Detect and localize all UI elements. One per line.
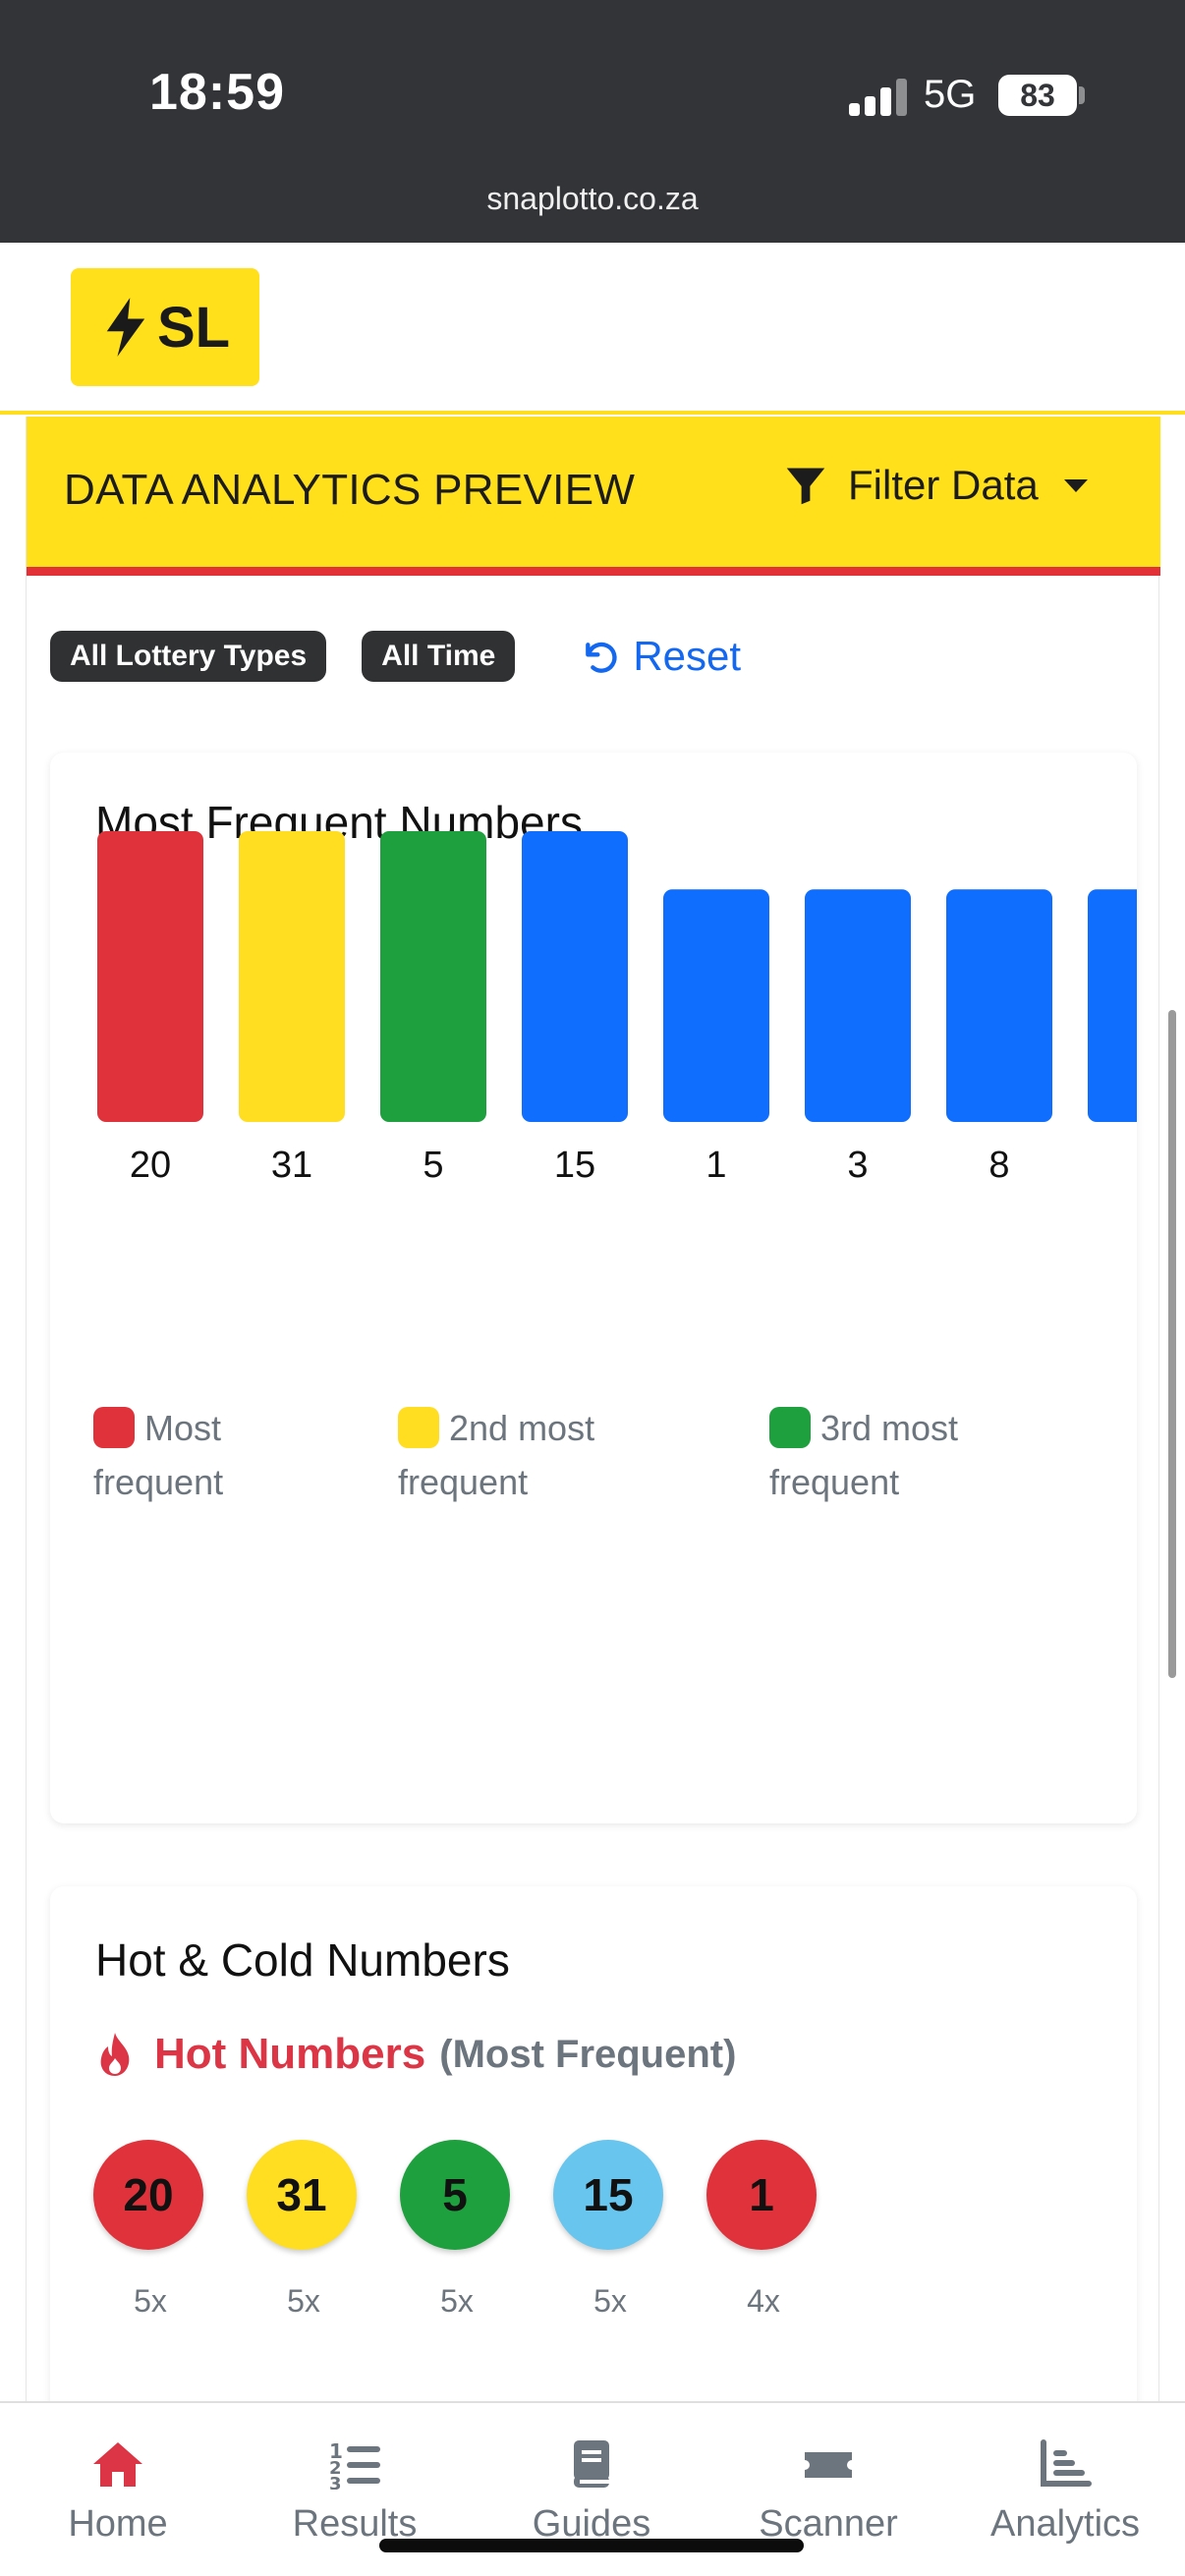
fire-icon	[100, 2033, 130, 2076]
bar-chart: 20 31 5 15 1 3 8	[97, 831, 1137, 1186]
filter-data-label: Filter Data	[848, 462, 1039, 508]
nav-item-scanner[interactable]: Scanner	[720, 2438, 936, 2546]
x-tick-label: 1	[705, 1145, 726, 1186]
x-tick-label: 20	[130, 1145, 171, 1186]
undo-icon	[586, 642, 617, 673]
number-ball: 5	[400, 2140, 510, 2250]
hot-numbers-label: Hot Numbers	[154, 2030, 426, 2078]
hot-number-item: 20 5x	[93, 2140, 207, 2320]
reset-label: Reset	[633, 633, 742, 679]
legend-swatch-red	[93, 1407, 135, 1448]
number-ball: 1	[706, 2140, 817, 2250]
lightning-icon	[106, 298, 145, 357]
hot-number-item: 1 4x	[706, 2140, 820, 2320]
hot-cold-card: Hot & Cold Numbers Hot Numbers (Most Fre…	[50, 1886, 1137, 2436]
nav-label: Home	[68, 2503, 168, 2545]
number-count: 4x	[747, 2283, 780, 2319]
battery-icon: 83	[998, 75, 1077, 116]
filter-chip-time[interactable]: All Time	[362, 631, 516, 682]
legend-label: Most	[144, 1408, 222, 1448]
book-icon	[574, 2440, 609, 2488]
hot-numbers-heading: Hot Numbers (Most Frequent)	[95, 2030, 736, 2079]
legend-label: 3rd most	[820, 1408, 959, 1448]
site-logo[interactable]: SL	[71, 268, 259, 386]
number-ball: 20	[93, 2140, 203, 2250]
legend-label: frequent	[398, 1462, 529, 1502]
hot-number-item: 15 5x	[553, 2140, 667, 2320]
nav-item-guides[interactable]: Guides	[483, 2438, 700, 2546]
caret-down-icon	[1063, 478, 1088, 492]
status-time: 18:59	[149, 64, 285, 121]
nav-label: Analytics	[989, 2503, 1141, 2545]
nav-item-analytics[interactable]: Analytics	[957, 2438, 1173, 2546]
bar-31	[239, 831, 345, 1122]
list-ordered-icon: 1 2 3	[329, 2439, 380, 2490]
x-tick-label: 31	[271, 1145, 312, 1186]
bar-20	[97, 831, 203, 1122]
analytics-title: DATA ANALYTICS PREVIEW	[64, 466, 636, 514]
funnel-icon	[786, 468, 825, 505]
number-count: 5x	[134, 2283, 167, 2319]
hot-cold-title: Hot & Cold Numbers	[95, 1934, 510, 1986]
x-tick-label: 3	[847, 1145, 868, 1186]
filter-data-dropdown[interactable]: Filter Data	[785, 462, 1088, 509]
svg-text:2: 2	[329, 2458, 342, 2479]
bar-chart-icon	[1041, 2439, 1092, 2487]
page-scrollbar[interactable]	[1168, 1010, 1176, 1678]
number-count: 5x	[440, 2283, 474, 2319]
svg-text:3: 3	[329, 2474, 342, 2490]
legend-label: frequent	[93, 1462, 224, 1502]
browser-url[interactable]: snaplotto.co.za	[486, 181, 699, 216]
legend-item-second: 2nd most frequent	[398, 1401, 594, 1509]
legend-item-most: Most frequent	[93, 1401, 223, 1509]
x-tick-label: 15	[554, 1145, 595, 1186]
home-icon	[93, 2442, 142, 2487]
bar-3	[805, 889, 911, 1122]
filter-chip-lottery-type[interactable]: All Lottery Types	[50, 631, 327, 682]
bar-partial	[1088, 889, 1137, 1122]
bar-1	[663, 889, 769, 1122]
legend-swatch-yellow	[398, 1407, 439, 1448]
hot-number-item: 31 5x	[247, 2140, 361, 2320]
legend-swatch-green	[769, 1407, 811, 1448]
app-header: SL	[0, 243, 1185, 415]
number-count: 5x	[593, 2283, 627, 2319]
legend-item-third: 3rd most frequent	[769, 1401, 958, 1509]
active-filters: All Lottery Types All Time Reset	[50, 631, 741, 682]
status-bar: 18:59 5G 83 snaplotto.co.za	[0, 0, 1185, 243]
ticket-icon	[805, 2452, 852, 2478]
number-ball: 31	[247, 2140, 357, 2250]
x-tick-label: 8	[988, 1145, 1009, 1186]
logo-text: SL	[156, 295, 231, 360]
home-indicator	[379, 2539, 804, 2552]
battery-tip	[1079, 86, 1085, 104]
x-tick-label: 5	[423, 1145, 443, 1186]
hot-numbers-note: (Most Frequent)	[439, 2032, 737, 2076]
signal-icon	[849, 79, 908, 116]
svg-text:1: 1	[329, 2439, 343, 2463]
bar-8	[946, 889, 1052, 1122]
analytics-panel: DATA ANALYTICS PREVIEW Filter Data All L…	[26, 417, 1160, 2436]
hot-number-item: 5 5x	[400, 2140, 514, 2320]
network-type: 5G	[924, 73, 977, 116]
nav-label: Guides	[532, 2503, 651, 2545]
nav-label: Scanner	[759, 2503, 898, 2545]
nav-item-home[interactable]: Home	[10, 2438, 226, 2546]
reset-button[interactable]: Reset	[580, 633, 741, 680]
analytics-header: DATA ANALYTICS PREVIEW Filter Data	[27, 417, 1160, 576]
nav-label: Results	[292, 2503, 418, 2545]
number-ball: 15	[553, 2140, 663, 2250]
legend-label: frequent	[769, 1462, 900, 1502]
most-frequent-chart-card: Most Frequent Numbers 20 31 5 15 1 3 8 Most fr…	[50, 753, 1137, 1823]
bar-15	[522, 831, 628, 1122]
nav-item-results[interactable]: 1 2 3 Results	[247, 2438, 463, 2546]
bar-5	[380, 831, 486, 1122]
legend-label: 2nd most	[449, 1408, 595, 1448]
number-count: 5x	[287, 2283, 320, 2319]
